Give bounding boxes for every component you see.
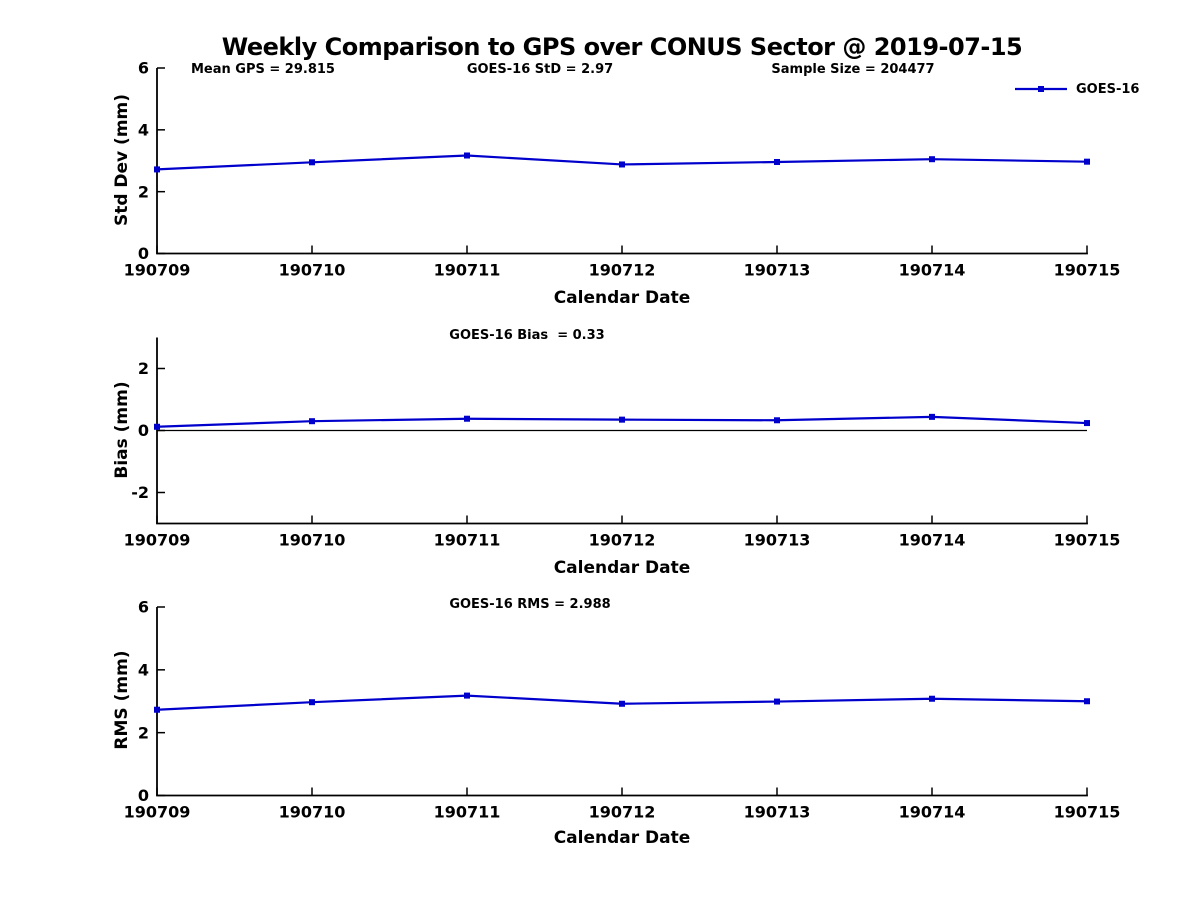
x-tick-label: 190712 xyxy=(589,803,656,822)
x-axis-label-calendar-date-3: Calendar Date xyxy=(553,828,691,848)
x-tick-label: 190714 xyxy=(899,261,966,280)
data-point-marker xyxy=(309,699,315,706)
data-point-marker xyxy=(774,158,780,165)
y-tick-label: 2 xyxy=(138,359,149,378)
legend-label: GOES-16 xyxy=(1076,81,1140,97)
annotation-goes16-bias: GOES-16 Bias = 0.33 xyxy=(449,328,605,343)
legend-line-icon xyxy=(1015,86,1067,92)
y-axis-label-std-dev: Std Dev (mm) xyxy=(112,93,132,227)
data-point-marker xyxy=(619,700,625,707)
data-point-marker xyxy=(154,706,160,713)
x-tick-label: 190713 xyxy=(744,803,811,822)
x-tick-label: 190710 xyxy=(279,531,346,550)
data-point-marker xyxy=(154,423,160,430)
x-tick-label: 190712 xyxy=(589,261,656,280)
x-tick-label: 190710 xyxy=(279,261,346,280)
x-tick-label: 190712 xyxy=(589,531,656,550)
y-tick-label: -2 xyxy=(131,483,149,502)
y-tick-label: 4 xyxy=(138,120,149,139)
x-tick-label: 190711 xyxy=(434,261,501,280)
subplot-rms: 0 2 4 6 190709 190710 190711 190712 190713 190714… xyxy=(124,598,1121,822)
subplot-std-dev: 0 2 4 6 190709 190710 190711 190712 190713 190714… xyxy=(124,59,1121,280)
y-tick-label: 2 xyxy=(138,723,149,742)
data-point-marker xyxy=(309,418,315,425)
data-point-marker xyxy=(464,692,470,699)
x-tick-label: 190714 xyxy=(899,531,966,550)
x-tick-label: 190715 xyxy=(1054,803,1121,822)
y-tick-label: 0 xyxy=(138,421,149,440)
x-tick-label: 190711 xyxy=(434,531,501,550)
data-point-marker xyxy=(929,156,935,163)
x-tick-label: 190715 xyxy=(1054,261,1121,280)
data-point-marker xyxy=(619,416,625,423)
data-point-marker xyxy=(464,415,470,422)
x-tick-label: 190709 xyxy=(124,531,191,550)
annotation-mean-gps: Mean GPS = 29.815 xyxy=(191,62,335,77)
data-point-marker xyxy=(1084,158,1090,165)
data-point-marker xyxy=(1084,698,1090,705)
x-tick-label: 190715 xyxy=(1054,531,1121,550)
x-tick-label: 190709 xyxy=(124,803,191,822)
y-tick-label: 0 xyxy=(138,244,149,263)
x-tick-label: 190709 xyxy=(124,261,191,280)
y-axis-label-bias: Bias (mm) xyxy=(112,381,132,479)
subplot-bias: -2 0 2 190709 190710 190711 190712 190713 190714… xyxy=(124,337,1121,550)
data-point-marker xyxy=(774,698,780,705)
data-point-marker xyxy=(464,152,470,159)
annotation-goes16-rms: GOES-16 RMS = 2.988 xyxy=(449,597,611,612)
data-point-marker xyxy=(619,161,625,168)
x-axis-label-calendar-date-2: Calendar Date xyxy=(553,558,691,578)
data-point-marker xyxy=(929,695,935,702)
y-tick-label: 4 xyxy=(138,660,149,679)
data-point-marker xyxy=(1084,420,1090,427)
y-tick-label: 2 xyxy=(138,182,149,201)
y-tick-label: 6 xyxy=(138,59,149,78)
x-tick-label: 190711 xyxy=(434,803,501,822)
annotation-goes16-std: GOES-16 StD = 2.97 xyxy=(466,62,614,77)
data-point-marker xyxy=(774,417,780,424)
x-tick-label: 190714 xyxy=(899,803,966,822)
y-axis-label-rms: RMS (mm) xyxy=(112,650,132,750)
x-tick-label: 190713 xyxy=(744,261,811,280)
annotation-sample-size: Sample Size = 204477 xyxy=(771,62,935,77)
data-point-marker xyxy=(309,159,315,166)
x-tick-label: 190710 xyxy=(279,803,346,822)
legend: GOES-16 xyxy=(1014,81,1139,97)
x-axis-label-calendar-date-1: Calendar Date xyxy=(553,288,691,308)
y-tick-label: 0 xyxy=(138,786,149,805)
y-tick-label: 6 xyxy=(138,598,149,617)
x-tick-label: 190713 xyxy=(744,531,811,550)
data-point-marker xyxy=(929,413,935,420)
data-point-marker xyxy=(154,166,160,173)
figure-title: Weekly Comparison to GPS over CONUS Sect… xyxy=(221,33,1023,61)
